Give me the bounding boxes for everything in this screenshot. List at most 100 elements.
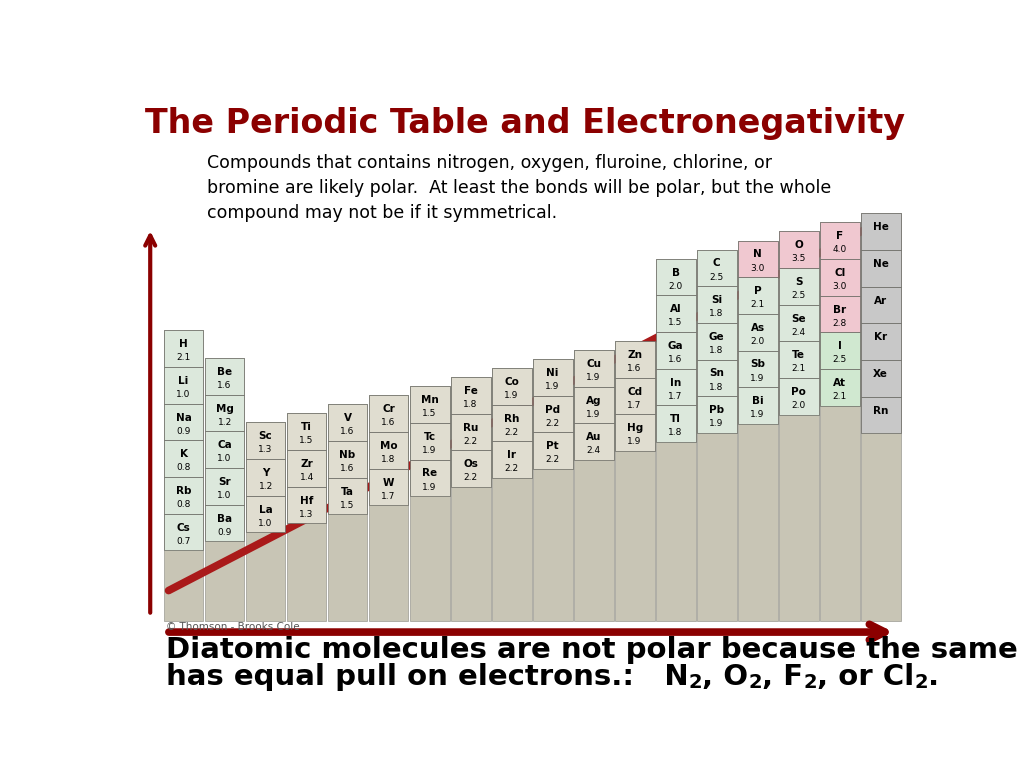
Bar bbox=[696, 250, 736, 621]
Text: 0.7: 0.7 bbox=[176, 537, 190, 546]
Text: 2.2: 2.2 bbox=[546, 455, 560, 465]
Bar bbox=[696, 359, 736, 396]
Text: 2.2: 2.2 bbox=[546, 419, 560, 428]
Text: Sn: Sn bbox=[710, 369, 724, 379]
Text: Pt: Pt bbox=[547, 442, 559, 452]
Text: 2.8: 2.8 bbox=[833, 319, 847, 328]
Bar bbox=[287, 487, 327, 523]
Bar bbox=[614, 341, 654, 378]
Text: 1.9: 1.9 bbox=[546, 382, 560, 391]
Text: 1.9: 1.9 bbox=[587, 373, 601, 382]
Bar bbox=[820, 333, 859, 369]
Bar bbox=[820, 223, 859, 621]
Text: 1.8: 1.8 bbox=[464, 400, 478, 409]
Text: Os: Os bbox=[463, 459, 478, 469]
Bar bbox=[164, 330, 204, 621]
Bar bbox=[696, 323, 736, 359]
Text: Rh: Rh bbox=[504, 414, 519, 424]
Bar bbox=[451, 414, 490, 451]
Bar bbox=[532, 359, 572, 396]
Text: 1.9: 1.9 bbox=[423, 482, 437, 492]
Text: 2.0: 2.0 bbox=[792, 401, 806, 410]
Text: 2: 2 bbox=[749, 674, 762, 693]
Bar bbox=[164, 367, 204, 404]
Bar bbox=[492, 442, 531, 478]
Text: In: In bbox=[670, 378, 681, 388]
Bar bbox=[369, 468, 409, 505]
Bar bbox=[205, 505, 245, 541]
Text: 1.8: 1.8 bbox=[710, 310, 724, 318]
Bar bbox=[369, 396, 409, 621]
Text: W: W bbox=[383, 478, 394, 488]
Text: Se: Se bbox=[792, 314, 806, 324]
Bar bbox=[205, 395, 245, 432]
Bar bbox=[573, 423, 613, 460]
Text: K: K bbox=[179, 449, 187, 459]
Text: Co: Co bbox=[504, 377, 519, 387]
Text: 1.3: 1.3 bbox=[299, 510, 313, 518]
Bar bbox=[328, 441, 368, 478]
Text: 1.6: 1.6 bbox=[217, 381, 231, 390]
Text: 2.5: 2.5 bbox=[710, 273, 724, 282]
Text: 1.6: 1.6 bbox=[340, 464, 354, 473]
Text: Diatomic molecules are not polar because the same element: Diatomic molecules are not polar because… bbox=[166, 636, 1024, 664]
Text: Mo: Mo bbox=[380, 441, 397, 451]
Text: Au: Au bbox=[586, 432, 601, 442]
Bar bbox=[696, 286, 736, 323]
Text: 2.4: 2.4 bbox=[792, 328, 806, 337]
Bar bbox=[861, 214, 900, 621]
Text: Ba: Ba bbox=[217, 514, 232, 524]
Text: Zn: Zn bbox=[627, 350, 642, 360]
Text: 1.7: 1.7 bbox=[669, 392, 683, 401]
Text: Kr: Kr bbox=[874, 333, 887, 343]
Text: 1.3: 1.3 bbox=[258, 445, 272, 455]
Bar bbox=[861, 214, 900, 250]
Text: 2.2: 2.2 bbox=[464, 437, 477, 445]
Text: Sb: Sb bbox=[751, 359, 765, 369]
Bar bbox=[655, 332, 695, 369]
Text: F: F bbox=[836, 231, 843, 241]
Bar bbox=[328, 404, 368, 441]
Bar bbox=[451, 377, 490, 621]
Bar bbox=[287, 413, 327, 621]
Text: Y: Y bbox=[262, 468, 269, 478]
Bar bbox=[696, 250, 736, 286]
Text: Hf: Hf bbox=[300, 495, 313, 505]
Text: Sc: Sc bbox=[259, 432, 272, 442]
Text: Ar: Ar bbox=[874, 296, 887, 306]
Text: Xe: Xe bbox=[873, 369, 888, 379]
Bar bbox=[779, 268, 818, 305]
Bar bbox=[246, 495, 286, 532]
Text: Ga: Ga bbox=[668, 341, 683, 351]
Bar bbox=[164, 514, 204, 551]
Bar bbox=[205, 432, 245, 468]
Text: 2.4: 2.4 bbox=[587, 446, 601, 455]
Text: Cd: Cd bbox=[627, 386, 642, 396]
Bar bbox=[164, 330, 204, 367]
Text: Ta: Ta bbox=[341, 487, 354, 497]
Text: 2: 2 bbox=[689, 674, 702, 693]
Bar bbox=[861, 397, 900, 433]
Bar bbox=[410, 386, 450, 621]
Text: P: P bbox=[754, 286, 762, 296]
Text: 2.1: 2.1 bbox=[751, 300, 765, 310]
Text: Tc: Tc bbox=[424, 432, 435, 442]
Text: Pd: Pd bbox=[545, 405, 560, 415]
Text: Cr: Cr bbox=[382, 404, 395, 414]
Bar bbox=[820, 259, 859, 296]
Bar bbox=[779, 231, 818, 621]
Bar bbox=[369, 432, 409, 468]
Text: Cu: Cu bbox=[586, 359, 601, 369]
Text: Na: Na bbox=[176, 412, 191, 422]
Text: N: N bbox=[754, 250, 762, 260]
Text: 1.5: 1.5 bbox=[340, 501, 354, 510]
Text: Cs: Cs bbox=[177, 523, 190, 533]
Text: 1.9: 1.9 bbox=[710, 419, 724, 429]
Text: 1.9: 1.9 bbox=[505, 391, 519, 400]
Bar bbox=[287, 413, 327, 450]
Text: 3.5: 3.5 bbox=[792, 254, 806, 263]
Text: O: O bbox=[795, 240, 803, 250]
Text: B: B bbox=[672, 267, 680, 277]
Bar bbox=[655, 259, 695, 295]
Text: Al: Al bbox=[670, 304, 681, 314]
